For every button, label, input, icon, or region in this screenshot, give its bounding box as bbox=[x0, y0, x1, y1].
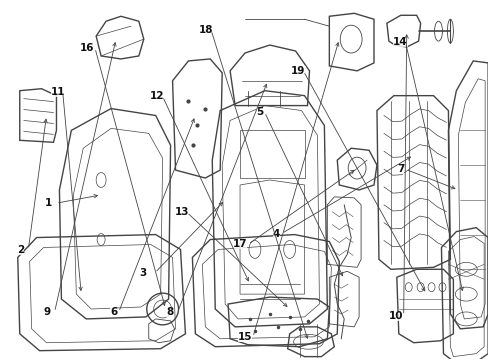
Text: 17: 17 bbox=[233, 239, 247, 249]
Text: 8: 8 bbox=[166, 307, 173, 317]
Text: 7: 7 bbox=[397, 164, 404, 174]
Text: 12: 12 bbox=[150, 91, 165, 101]
Text: 11: 11 bbox=[50, 87, 65, 98]
Text: 5: 5 bbox=[256, 107, 263, 117]
Text: 10: 10 bbox=[389, 311, 403, 321]
Text: 19: 19 bbox=[291, 66, 306, 76]
Text: 16: 16 bbox=[80, 43, 94, 53]
Text: 3: 3 bbox=[139, 268, 147, 278]
Text: 14: 14 bbox=[393, 37, 408, 48]
Text: 9: 9 bbox=[43, 307, 50, 317]
Text: 1: 1 bbox=[45, 198, 52, 208]
Text: 4: 4 bbox=[273, 229, 280, 239]
Text: 15: 15 bbox=[238, 332, 252, 342]
Text: 6: 6 bbox=[110, 307, 117, 317]
Text: 13: 13 bbox=[174, 207, 189, 217]
Text: 2: 2 bbox=[17, 245, 24, 255]
Text: 18: 18 bbox=[199, 25, 213, 35]
